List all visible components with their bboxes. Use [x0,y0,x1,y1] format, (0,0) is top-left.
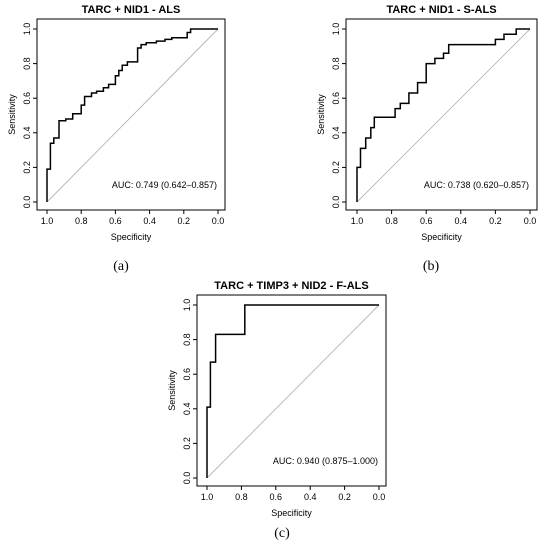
chart2-plot-frame [345,18,538,211]
chart3-x-tick-label: 0.2 [338,492,351,502]
chart2-x-tick-label: 1.0 [351,216,364,226]
chart1-y-tick-label: 0.2 [22,161,32,174]
chart2-x-tick-label: 0.0 [524,216,537,226]
chart3-y-tick-label: 0.0 [182,472,192,485]
chart3-x-tick-label: 0.0 [373,492,386,502]
chart3-y-tick-label: 1.0 [182,299,192,312]
chart2-y-tick-label: 0.8 [331,57,341,70]
chart3-x-axis-label: Specificity [271,508,312,518]
chart1-y-axis-label: Sensitivity [7,94,17,135]
chart3-roc-curve [206,304,379,478]
panel-label-b: (b) [422,259,440,274]
chart1-reference-diagonal [46,28,219,203]
chart2-title: TARC + NID1 - S-ALS [386,4,496,16]
chart1-plot-frame [36,18,226,211]
chart1-auc-annotation: AUC: 0.749 (0.642–0.857) [112,180,217,190]
chart1-y-tick-label: 0.0 [22,196,32,209]
chart3-x-tick-label: 0.4 [304,492,317,502]
chart2-x-axis-label: Specificity [421,232,462,242]
chart1-title: TARC + NID1 - ALS [82,4,181,16]
chart1-x-tick-label: 0.0 [212,216,225,226]
chart2-y-tick-label: 0.4 [331,127,341,140]
chart1-y-tick-label: 1.0 [22,23,32,36]
chart2-auc-annotation: AUC: 0.738 (0.620–0.857) [424,180,529,190]
chart2-roc-curve [356,28,530,202]
chart1-x-tick-label: 0.6 [109,216,122,226]
chart2-x-tick-label: 0.6 [420,216,433,226]
chart2-x-tick-label: 0.8 [385,216,398,226]
chart3-x-tick-label: 1.0 [201,492,214,502]
chart3-y-tick-label: 0.4 [182,403,192,416]
chart1-x-tick-label: 0.2 [178,216,191,226]
chart3-y-tick-label: 0.2 [182,437,192,450]
chart2-y-tick-label: 0.0 [331,196,341,209]
chart2-y-tick-label: 1.0 [331,23,341,36]
chart1-x-tick-label: 1.0 [41,216,54,226]
chart3-y-axis-label: Sensitivity [167,370,177,411]
chart2-x-tick-label: 0.2 [489,216,502,226]
chart2-y-axis-label: Sensitivity [316,94,326,135]
panel-label-a: (a) [113,259,129,274]
chart2-y-tick-label: 0.6 [331,92,341,105]
chart1-roc-curve [46,28,218,202]
chart1-x-tick-label: 0.8 [75,216,88,226]
chart2-x-tick-label: 0.4 [455,216,468,226]
chart1-y-tick-label: 0.4 [22,127,32,140]
chart3-title: TARC + TIMP3 + NID2 - F-ALS [214,280,368,292]
chart1-y-tick-label: 0.6 [22,92,32,105]
chart3-y-tick-label: 0.8 [182,333,192,346]
chart3-x-tick-label: 0.6 [270,492,283,502]
panel-label-c: (c) [274,526,290,541]
chart3-auc-annotation: AUC: 0.940 (0.875–1.000) [273,456,378,466]
chart3-plot-frame [196,294,387,487]
chart3-x-tick-label: 0.8 [235,492,248,502]
chart1-y-tick-label: 0.8 [22,57,32,70]
chart2-y-tick-label: 0.2 [331,161,341,174]
chart3-y-tick-label: 0.6 [182,368,192,381]
chart1-x-tick-label: 0.4 [143,216,156,226]
chart2-reference-diagonal [356,28,531,203]
chart1-x-axis-label: Specificity [111,232,152,242]
chart3-reference-diagonal [206,304,380,479]
